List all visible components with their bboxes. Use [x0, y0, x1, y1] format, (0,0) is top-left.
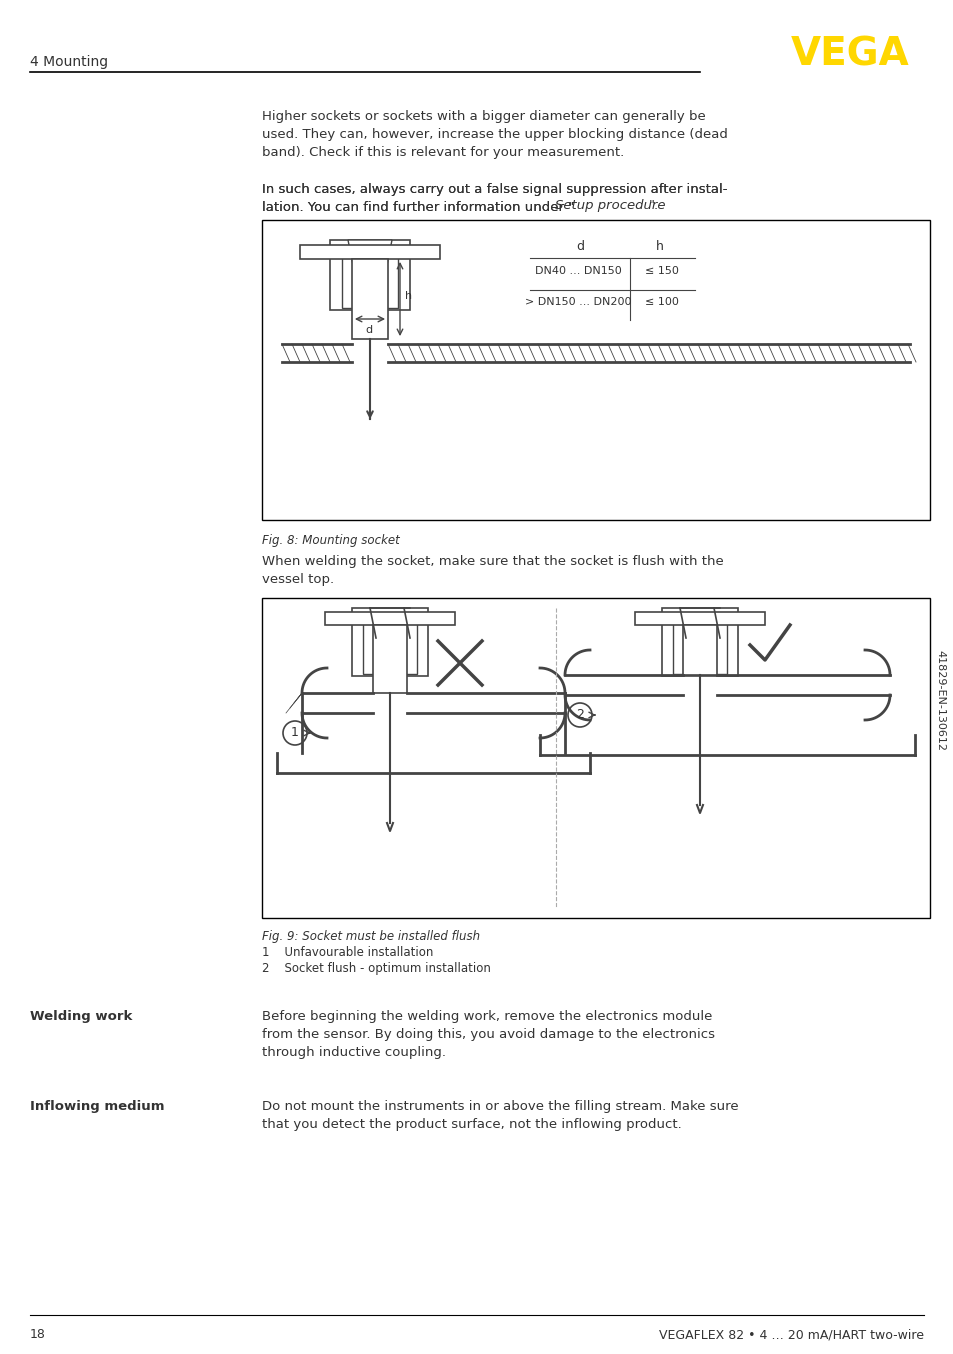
Bar — [363, 621, 416, 674]
Text: d: d — [365, 325, 372, 334]
Text: 41829-EN-130612: 41829-EN-130612 — [934, 650, 944, 750]
Text: Before beginning the welding work, remove the electronics module
from the sensor: Before beginning the welding work, remov… — [262, 1010, 714, 1059]
Text: ≤ 100: ≤ 100 — [644, 297, 679, 307]
Text: Inflowing medium: Inflowing medium — [30, 1099, 164, 1113]
Text: h: h — [656, 240, 663, 253]
Bar — [262, 598, 929, 918]
Text: In such cases, always carry out a false signal suppression after instal-
lation.: In such cases, always carry out a false … — [262, 183, 727, 214]
Text: 1    Unfavourable installation: 1 Unfavourable installation — [262, 946, 433, 959]
Bar — [661, 608, 738, 676]
Text: 1: 1 — [291, 727, 298, 739]
Text: Do not mount the instruments in or above the filling stream. Make sure
that you : Do not mount the instruments in or above… — [262, 1099, 738, 1131]
Bar — [325, 612, 455, 626]
Text: When welding the socket, make sure that the socket is flush with the
vessel top.: When welding the socket, make sure that … — [262, 555, 723, 586]
Text: Fig. 8: Mounting socket: Fig. 8: Mounting socket — [262, 533, 399, 547]
Text: > DN150 ... DN200: > DN150 ... DN200 — [524, 297, 631, 307]
Circle shape — [567, 703, 592, 727]
Text: Higher sockets or sockets with a bigger diameter can generally be
used. They can: Higher sockets or sockets with a bigger … — [262, 110, 727, 158]
Text: In such cases, always carry out a false signal suppression after instal-
lation.: In such cases, always carry out a false … — [262, 183, 727, 214]
Bar — [341, 253, 397, 307]
Text: h: h — [405, 291, 412, 301]
Bar — [330, 240, 410, 310]
Text: ".: ". — [648, 199, 659, 213]
Bar — [682, 626, 717, 676]
Text: ≤ 150: ≤ 150 — [644, 265, 679, 276]
Circle shape — [283, 720, 307, 745]
Polygon shape — [348, 240, 392, 269]
Text: VEGAFLEX 82 • 4 … 20 mA/HART two-wire: VEGAFLEX 82 • 4 … 20 mA/HART two-wire — [659, 1328, 923, 1342]
Text: DN40 ... DN150: DN40 ... DN150 — [534, 265, 620, 276]
Text: Fig. 9: Socket must be installed flush: Fig. 9: Socket must be installed flush — [262, 930, 479, 942]
Text: 2: 2 — [576, 708, 583, 722]
Bar — [262, 219, 929, 520]
Text: VEGA: VEGA — [790, 37, 909, 74]
Text: Setup procedure: Setup procedure — [555, 199, 665, 213]
Bar — [672, 621, 726, 674]
Text: Welding work: Welding work — [30, 1010, 132, 1024]
Text: 2    Socket flush - optimum installation: 2 Socket flush - optimum installation — [262, 961, 491, 975]
Bar — [299, 245, 439, 259]
Text: d: d — [576, 240, 583, 253]
Text: 4 Mounting: 4 Mounting — [30, 56, 108, 69]
Text: 18: 18 — [30, 1328, 46, 1342]
Bar — [373, 626, 407, 693]
Bar — [635, 612, 764, 626]
Bar — [352, 608, 428, 676]
Bar — [352, 259, 388, 338]
